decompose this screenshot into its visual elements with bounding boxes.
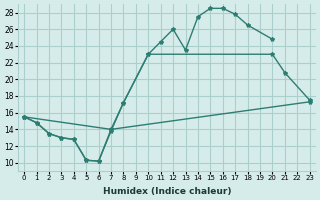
X-axis label: Humidex (Indice chaleur): Humidex (Indice chaleur): [103, 187, 231, 196]
